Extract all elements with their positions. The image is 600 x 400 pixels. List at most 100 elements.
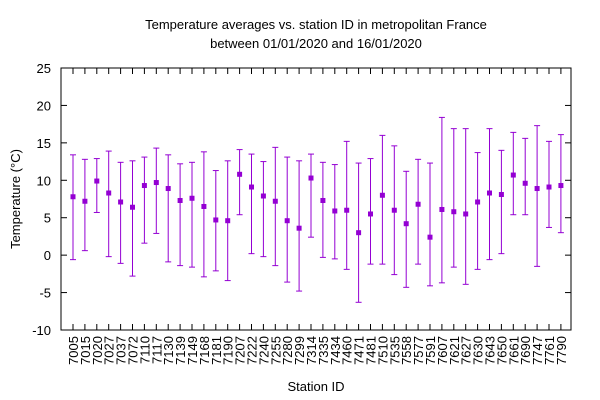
mean-marker bbox=[368, 211, 373, 217]
chart-title-line-2: between 01/01/2020 and 16/01/2020 bbox=[210, 36, 422, 51]
data-point-7117 bbox=[153, 147, 160, 234]
data-point-7761 bbox=[546, 140, 552, 228]
data-point-7015 bbox=[81, 158, 88, 252]
data-point-7607 bbox=[438, 116, 445, 284]
data-point-7621 bbox=[450, 128, 457, 268]
data-point-7535 bbox=[391, 145, 398, 276]
x-tick-label: 7130 bbox=[161, 336, 176, 365]
data-point-7255 bbox=[272, 146, 279, 267]
data-point-7181 bbox=[212, 170, 219, 272]
data-point-7627 bbox=[462, 128, 469, 285]
x-tick-label: 7037 bbox=[114, 336, 129, 365]
mean-marker bbox=[106, 190, 112, 196]
mean-marker bbox=[118, 199, 124, 205]
mean-marker bbox=[165, 186, 171, 192]
y-tick-label: 10 bbox=[37, 173, 51, 188]
x-tick-label: 7139 bbox=[173, 336, 188, 365]
x-tick-label: 7790 bbox=[554, 336, 569, 365]
data-point-7661 bbox=[510, 131, 517, 216]
mean-marker bbox=[213, 217, 219, 223]
mean-marker bbox=[320, 197, 326, 203]
mean-marker bbox=[451, 209, 457, 215]
x-tick-label: 7335 bbox=[316, 336, 331, 365]
data-point-7168 bbox=[200, 151, 207, 278]
data-point-7299 bbox=[296, 160, 303, 292]
data-point-7558 bbox=[403, 170, 410, 288]
mean-marker bbox=[487, 190, 492, 196]
x-tick-label: 7621 bbox=[447, 336, 462, 365]
mean-marker bbox=[201, 203, 207, 209]
x-tick-label: 7280 bbox=[280, 336, 295, 365]
data-point-7130 bbox=[165, 154, 172, 263]
mean-marker bbox=[94, 178, 100, 184]
chart-title-line-1: Temperature averages vs. station ID in m… bbox=[145, 17, 487, 32]
x-tick-label: 7181 bbox=[209, 336, 224, 365]
data-point-7020 bbox=[93, 158, 100, 213]
x-axis: 7005701570207027703770727110711771307139… bbox=[66, 68, 569, 365]
x-tick-label: 7643 bbox=[483, 336, 498, 365]
mean-marker bbox=[332, 208, 338, 214]
data-point-7690 bbox=[522, 137, 529, 216]
data-point-7037 bbox=[117, 161, 124, 264]
y-axis: -10 -5 0 5 10 15 20 25 bbox=[32, 61, 571, 338]
x-axis-label: Station ID bbox=[287, 379, 344, 394]
data-point-7240 bbox=[260, 161, 267, 258]
mean-marker bbox=[439, 206, 445, 212]
data-point-7005 bbox=[70, 154, 76, 261]
mean-marker bbox=[296, 225, 302, 231]
y-tick-label: -10 bbox=[32, 323, 51, 338]
y-tick-label: 20 bbox=[37, 98, 51, 113]
data-point-7222 bbox=[248, 153, 255, 255]
x-tick-label: 7117 bbox=[149, 336, 164, 364]
y-tick-label: 25 bbox=[37, 61, 51, 76]
mean-marker bbox=[546, 184, 552, 190]
mean-marker bbox=[284, 218, 290, 224]
x-tick-label: 7255 bbox=[268, 336, 283, 365]
x-tick-label: 7471 bbox=[352, 336, 367, 365]
x-tick-label: 7015 bbox=[78, 336, 93, 365]
x-tick-label: 7190 bbox=[221, 336, 236, 365]
x-tick-label: 7072 bbox=[126, 336, 141, 365]
data-point-7280 bbox=[284, 156, 291, 283]
x-tick-label: 7761 bbox=[542, 336, 557, 365]
data-point-7190 bbox=[224, 160, 231, 282]
data-point-7471 bbox=[355, 162, 362, 303]
mean-marker bbox=[272, 198, 278, 204]
y-tick-label: -5 bbox=[39, 286, 51, 301]
mean-marker bbox=[391, 207, 397, 213]
x-tick-label: 7627 bbox=[459, 336, 474, 365]
x-tick-label: 7577 bbox=[411, 336, 426, 365]
y-axis-label: Temperature (°C) bbox=[8, 149, 23, 249]
mean-marker bbox=[225, 218, 231, 224]
x-tick-label: 7690 bbox=[518, 336, 533, 365]
mean-marker bbox=[498, 192, 504, 198]
mean-marker bbox=[427, 234, 433, 240]
x-tick-label: 7299 bbox=[292, 336, 307, 365]
x-tick-label: 7481 bbox=[364, 336, 379, 365]
mean-marker bbox=[260, 193, 266, 199]
data-point-7650 bbox=[498, 149, 505, 255]
x-tick-label: 7591 bbox=[423, 336, 438, 365]
mean-marker bbox=[249, 184, 254, 190]
mean-marker bbox=[130, 204, 135, 210]
mean-marker bbox=[356, 230, 362, 236]
x-tick-label: 7650 bbox=[494, 336, 509, 365]
data-point-7434 bbox=[331, 164, 338, 260]
x-tick-label: 7558 bbox=[399, 336, 414, 365]
x-tick-label: 7149 bbox=[185, 336, 200, 365]
data-point-7139 bbox=[177, 163, 184, 267]
mean-marker bbox=[70, 194, 76, 200]
x-tick-label: 7607 bbox=[435, 336, 450, 365]
x-tick-label: 7747 bbox=[530, 336, 545, 365]
plot-frame bbox=[60, 67, 572, 331]
x-tick-label: 7207 bbox=[233, 336, 248, 365]
y-tick-label: 15 bbox=[37, 136, 51, 151]
data-point-7591 bbox=[427, 162, 433, 287]
mean-marker bbox=[415, 201, 421, 207]
mean-marker bbox=[379, 192, 385, 198]
data-point-7577 bbox=[415, 158, 422, 265]
mean-marker bbox=[534, 186, 540, 192]
x-tick-label: 7434 bbox=[328, 336, 343, 365]
mean-marker bbox=[308, 175, 314, 181]
data-point-7149 bbox=[189, 161, 195, 268]
